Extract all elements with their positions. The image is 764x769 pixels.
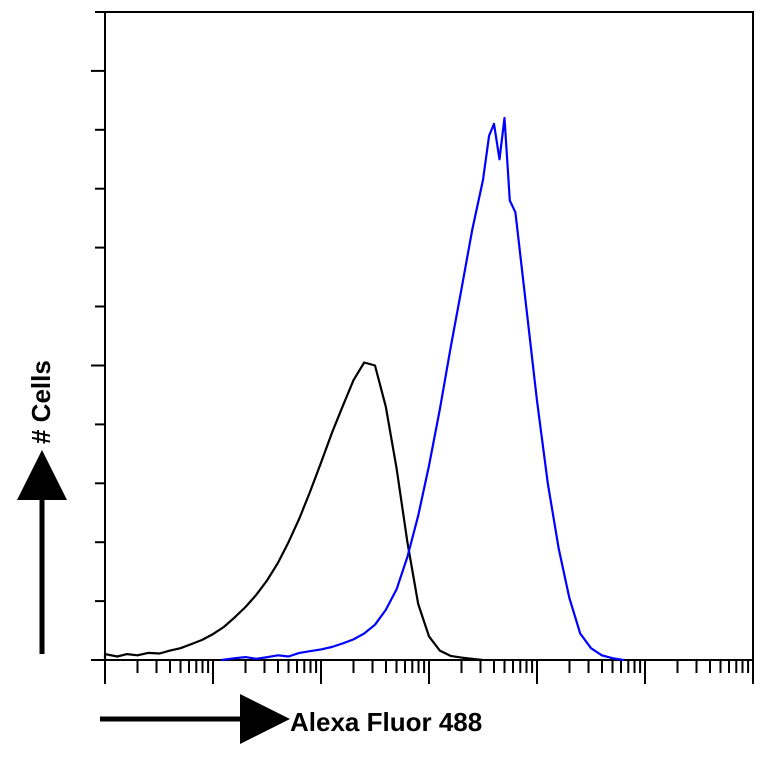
data-point	[341, 642, 344, 645]
data-point	[287, 655, 290, 658]
data-point	[190, 643, 193, 645]
data-point	[460, 656, 463, 659]
data-point	[266, 656, 269, 658]
data-point	[406, 541, 409, 544]
data-point	[395, 588, 398, 591]
data-point	[147, 652, 149, 654]
data-point	[622, 659, 625, 661]
data-point	[417, 514, 420, 517]
data-point	[233, 616, 236, 619]
data-point	[508, 199, 511, 202]
y-axis-label: # Cells	[26, 360, 56, 444]
data-point	[126, 653, 128, 655]
data-point	[341, 405, 344, 408]
data-point	[330, 432, 333, 435]
data-point	[255, 594, 257, 597]
data-point	[374, 364, 376, 367]
data-point	[220, 659, 223, 661]
data-point	[557, 547, 560, 549]
data-point	[579, 632, 582, 635]
data-point	[201, 639, 203, 641]
data-point	[266, 579, 268, 582]
data-point	[428, 464, 430, 467]
data-point	[384, 609, 387, 611]
data-point	[116, 655, 119, 658]
data-point	[406, 556, 409, 558]
series-blue-histogram	[220, 116, 625, 662]
y-axis-ticks	[91, 11, 105, 661]
data-point	[277, 654, 279, 657]
data-point	[449, 346, 452, 349]
data-point	[449, 655, 452, 657]
data-point	[136, 654, 139, 657]
data-point	[482, 179, 484, 181]
data-point	[352, 638, 355, 641]
data-point	[363, 632, 366, 635]
data-point	[104, 653, 106, 655]
series-black-histogram	[103, 361, 484, 662]
data-point	[417, 603, 420, 605]
data-point	[212, 633, 214, 635]
data-point	[255, 657, 257, 660]
data-point	[428, 635, 430, 638]
data-point	[525, 305, 528, 308]
data-point	[320, 648, 322, 651]
series-layer	[103, 116, 625, 662]
x-axis-ticks	[104, 660, 754, 684]
data-point	[611, 657, 614, 660]
data-point	[438, 649, 441, 652]
x-axis-label: Alexa Fluor 488	[290, 707, 482, 737]
series-line	[221, 116, 624, 662]
data-point	[309, 491, 311, 493]
data-point	[363, 361, 366, 364]
data-point	[352, 379, 355, 382]
data-point	[600, 654, 603, 657]
data-point	[395, 467, 398, 470]
data-point	[568, 597, 571, 599]
data-point	[590, 647, 592, 650]
data-point	[471, 229, 474, 231]
data-point	[179, 647, 182, 650]
data-point	[488, 134, 490, 137]
data-point	[222, 626, 225, 628]
data-point	[244, 606, 247, 608]
data-point	[471, 657, 474, 660]
data-point	[536, 399, 538, 402]
series-line	[103, 361, 484, 662]
data-point	[546, 482, 549, 485]
data-point	[460, 288, 463, 290]
data-point	[482, 659, 484, 661]
data-point	[330, 646, 333, 648]
data-point	[234, 657, 236, 660]
data-point	[244, 656, 247, 658]
data-point	[298, 517, 301, 520]
data-point	[309, 650, 311, 653]
data-point	[493, 123, 495, 125]
plot-frame	[104, 11, 754, 661]
data-point	[298, 652, 301, 654]
data-point	[503, 117, 506, 119]
data-point	[438, 408, 441, 411]
data-point	[384, 405, 387, 408]
data-point	[277, 561, 279, 564]
data-point	[169, 649, 171, 652]
data-point	[498, 158, 501, 161]
data-point	[158, 652, 161, 655]
data-point	[374, 623, 376, 626]
data-point	[287, 541, 290, 544]
data-point	[320, 461, 322, 464]
data-point	[514, 211, 517, 214]
